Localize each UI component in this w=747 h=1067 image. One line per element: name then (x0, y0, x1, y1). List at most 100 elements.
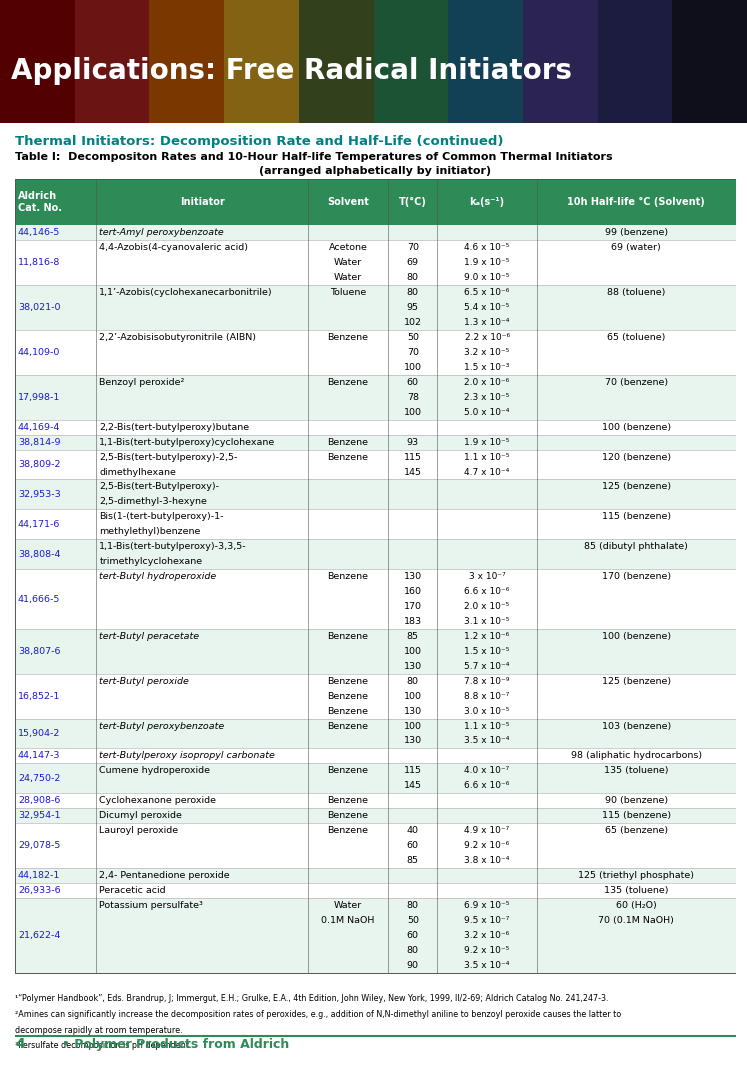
Text: tert-Butyl peroxybenzoate: tert-Butyl peroxybenzoate (99, 721, 225, 731)
Bar (15, 569, 736, 628)
Text: 0.1M NaOH: 0.1M NaOH (321, 915, 375, 925)
Text: 1.5 x 10⁻⁵: 1.5 x 10⁻⁵ (465, 647, 509, 656)
Text: (arranged alphabetically by initiator): (arranged alphabetically by initiator) (259, 165, 492, 176)
Bar (15, 285, 736, 330)
Bar (15, 793, 736, 808)
Text: Benzene: Benzene (327, 826, 368, 835)
Text: 1.3 x 10⁻⁴: 1.3 x 10⁻⁴ (465, 318, 509, 328)
Text: 4.0 x 10⁻⁷: 4.0 x 10⁻⁷ (465, 766, 509, 776)
Text: 4.9 x 10⁻⁷: 4.9 x 10⁻⁷ (465, 826, 509, 835)
Text: 88 (toluene): 88 (toluene) (607, 288, 666, 298)
Text: 3.2 x 10⁻⁵: 3.2 x 10⁻⁵ (465, 348, 509, 357)
Bar (15, 867, 736, 882)
Text: 40: 40 (407, 826, 419, 835)
Text: 3.2 x 10⁻⁶: 3.2 x 10⁻⁶ (465, 930, 509, 940)
Bar (75, 0, 149, 123)
Text: 170 (benzene): 170 (benzene) (602, 572, 671, 582)
Text: 70: 70 (407, 348, 419, 357)
Text: 6.6 x 10⁻⁶: 6.6 x 10⁻⁶ (465, 587, 509, 596)
Text: Water: Water (334, 901, 362, 910)
Bar (15, 882, 736, 897)
Text: 1,1-Bis(tert-butylperoxy)cyclohexane: 1,1-Bis(tert-butylperoxy)cyclohexane (99, 437, 276, 447)
Text: Benzene: Benzene (327, 796, 368, 806)
Text: 115: 115 (404, 766, 422, 776)
Bar (15, 763, 736, 793)
Bar (15, 434, 736, 449)
Text: 135 (toluene): 135 (toluene) (604, 886, 669, 895)
Text: 38,814-9: 38,814-9 (18, 437, 61, 447)
Text: 80: 80 (407, 901, 419, 910)
Text: 2.0 x 10⁻⁶: 2.0 x 10⁻⁶ (465, 378, 509, 387)
Text: Benzene: Benzene (327, 632, 368, 641)
Bar (15, 479, 736, 509)
Text: tert-Butylperoxy isopropyl carbonate: tert-Butylperoxy isopropyl carbonate (99, 751, 275, 761)
Text: Lauroyl peroxide: Lauroyl peroxide (99, 826, 179, 835)
Text: kₐ(s⁻¹): kₐ(s⁻¹) (470, 197, 505, 207)
Text: 5.7 x 10⁻⁴: 5.7 x 10⁻⁴ (465, 662, 509, 671)
Text: tert-Amyl peroxybenzoate: tert-Amyl peroxybenzoate (99, 228, 224, 238)
Text: 32,954-1: 32,954-1 (18, 811, 61, 821)
Text: 60: 60 (407, 841, 419, 850)
Text: 32,953-3: 32,953-3 (18, 490, 61, 499)
Text: 100: 100 (404, 721, 422, 731)
Text: 8.8 x 10⁻⁷: 8.8 x 10⁻⁷ (465, 691, 509, 701)
Text: 9.2 x 10⁻⁶: 9.2 x 10⁻⁶ (465, 841, 509, 850)
Bar (224, 0, 299, 123)
Text: 100: 100 (404, 408, 422, 417)
Text: 15,904-2: 15,904-2 (18, 729, 61, 738)
Text: 85: 85 (407, 856, 419, 865)
Text: Thermal Initiators: Decomposition Rate and Half-Life (continued): Thermal Initiators: Decomposition Rate a… (15, 136, 503, 148)
Bar (15, 240, 736, 285)
Text: 3.0 x 10⁻⁵: 3.0 x 10⁻⁵ (465, 706, 509, 716)
Text: Bis(1-(tert-butylperoxy)-1-: Bis(1-(tert-butylperoxy)-1- (99, 512, 224, 522)
Text: Potassium persulfate³: Potassium persulfate³ (99, 901, 203, 910)
Text: trimethylcyclohexane: trimethylcyclohexane (99, 557, 202, 567)
Bar (15, 628, 736, 673)
Text: 1.9 x 10⁻⁵: 1.9 x 10⁻⁵ (465, 437, 509, 447)
Text: 28,908-6: 28,908-6 (18, 796, 61, 806)
Text: 80: 80 (407, 273, 419, 283)
Bar (149, 0, 224, 123)
Text: 50: 50 (407, 915, 419, 925)
Text: 29,078-5: 29,078-5 (18, 841, 61, 850)
Text: 44,169-4: 44,169-4 (18, 423, 61, 432)
Text: 2,5-Bis(tert-Butylperoxy)-: 2,5-Bis(tert-Butylperoxy)- (99, 482, 220, 492)
Text: 1.2 x 10⁻⁶: 1.2 x 10⁻⁶ (465, 632, 509, 641)
Text: 93: 93 (407, 437, 419, 447)
Text: 3 x 10⁻⁷: 3 x 10⁻⁷ (468, 572, 506, 582)
Text: 95: 95 (407, 303, 419, 313)
Text: 2.0 x 10⁻⁵: 2.0 x 10⁻⁵ (465, 602, 509, 611)
Text: 3.5 x 10⁻⁴: 3.5 x 10⁻⁴ (465, 960, 509, 970)
Text: 38,021-0: 38,021-0 (18, 303, 61, 313)
Text: 38,808-4: 38,808-4 (18, 550, 61, 559)
Text: 10h Half-life °C (Solvent): 10h Half-life °C (Solvent) (568, 197, 705, 207)
Bar (15, 330, 736, 375)
Text: 65 (benzene): 65 (benzene) (605, 826, 668, 835)
Text: 26,933-6: 26,933-6 (18, 886, 61, 895)
Text: 65 (toluene): 65 (toluene) (607, 333, 666, 343)
Text: 24,750-2: 24,750-2 (18, 774, 61, 783)
Text: 100: 100 (404, 691, 422, 701)
Text: 44,147-3: 44,147-3 (18, 751, 61, 761)
Text: 125 (benzene): 125 (benzene) (602, 482, 671, 492)
Text: 69: 69 (407, 258, 419, 268)
Text: 3.1 x 10⁻⁵: 3.1 x 10⁻⁵ (465, 617, 509, 626)
Text: 44,182-1: 44,182-1 (18, 871, 61, 880)
Text: 1.9 x 10⁻⁵: 1.9 x 10⁻⁵ (465, 258, 509, 268)
Text: 60 (H₂O): 60 (H₂O) (616, 901, 657, 910)
Bar (15, 808, 736, 823)
Bar (15, 897, 736, 973)
Text: 145: 145 (404, 467, 422, 477)
Text: 70 (0.1M NaOH): 70 (0.1M NaOH) (598, 915, 675, 925)
Text: 130: 130 (404, 706, 422, 716)
Text: 100 (benzene): 100 (benzene) (602, 632, 671, 641)
Bar (15, 673, 736, 718)
Bar (15, 823, 736, 867)
Bar (598, 0, 672, 123)
Text: 100: 100 (404, 363, 422, 372)
Bar (374, 0, 448, 123)
Text: 2,5-Bis(tert-butylperoxy)-2,5-: 2,5-Bis(tert-butylperoxy)-2,5- (99, 452, 238, 462)
Text: 120 (benzene): 120 (benzene) (602, 452, 671, 462)
Bar (448, 0, 523, 123)
Text: Peracetic acid: Peracetic acid (99, 886, 166, 895)
